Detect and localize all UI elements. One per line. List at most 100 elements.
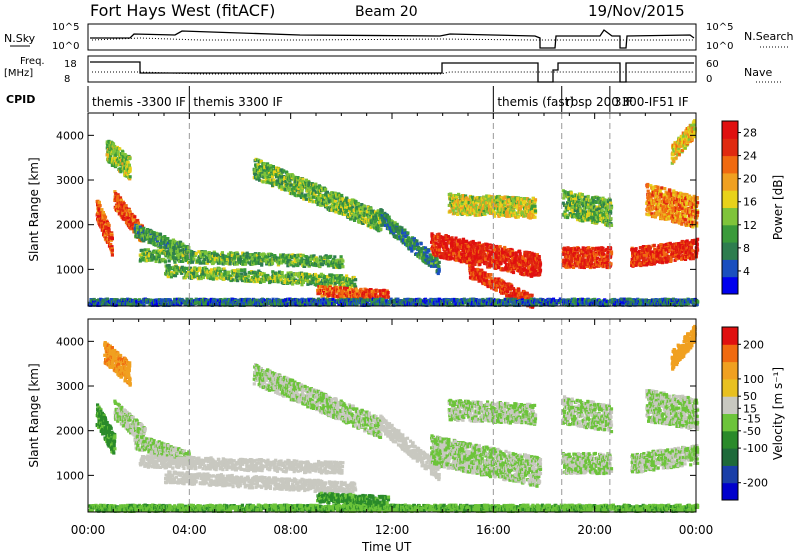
data-cell [118, 167, 123, 171]
data-cell [97, 200, 101, 204]
data-cell [162, 240, 166, 245]
data-cell [341, 265, 345, 269]
data-cell [329, 254, 333, 258]
data-cell [102, 218, 106, 222]
data-cell [132, 218, 136, 222]
data-cell [149, 236, 153, 240]
nave-tick-bottom: 0 [706, 74, 712, 85]
cpid-segment-label: rbsp 200 IF [566, 95, 633, 109]
noise-search-line [91, 37, 694, 41]
data-cell [113, 148, 117, 152]
data-cell [155, 232, 160, 236]
data-cell [489, 273, 493, 277]
data-cell [140, 248, 144, 252]
data-cell [145, 258, 150, 262]
data-cell [406, 231, 410, 235]
data-cell [160, 245, 164, 249]
nave-line [92, 71, 694, 75]
data-cell [110, 163, 114, 167]
data-cell [123, 217, 127, 222]
data-cell [99, 221, 103, 225]
data-cell [168, 246, 172, 251]
data-cell [152, 231, 156, 235]
data-cell [126, 161, 130, 165]
data-cell [324, 187, 328, 191]
data-cell [159, 251, 163, 255]
data-cell [538, 262, 543, 266]
data-cell [173, 249, 177, 253]
data-cell [158, 245, 163, 249]
data-cell [110, 253, 114, 257]
data-cell [126, 173, 130, 177]
data-cell [173, 251, 177, 255]
data-cell [146, 252, 150, 256]
data-cell [115, 198, 119, 202]
data-cell [167, 241, 171, 245]
freq-strip-frame [87, 55, 697, 83]
data-cell [106, 143, 110, 147]
data-cell [152, 239, 156, 243]
data-cell [127, 163, 131, 167]
data-cell [339, 286, 343, 290]
data-cell [107, 139, 111, 143]
data-cell [128, 166, 132, 170]
data-cell [98, 204, 102, 208]
band-power [252, 157, 383, 233]
data-cell [117, 162, 121, 167]
data-cell [128, 156, 132, 160]
data-cell [124, 158, 128, 162]
data-cell [146, 248, 150, 252]
noise-search-label: N.Search [744, 30, 794, 43]
data-cell [228, 262, 232, 266]
data-cell [309, 257, 313, 261]
data-cell [456, 212, 460, 216]
data-cell [145, 237, 149, 241]
data-cell [209, 268, 214, 272]
data-cell [113, 205, 117, 209]
data-cell [437, 260, 441, 264]
data-cell [419, 242, 423, 246]
data-cell [227, 270, 231, 274]
data-cell [145, 255, 149, 259]
data-cell [128, 210, 132, 214]
data-cell [102, 230, 106, 234]
band-power [447, 192, 538, 220]
band-power [138, 248, 345, 270]
data-cell [246, 274, 250, 278]
data-cell [97, 208, 101, 212]
data-cell [99, 218, 104, 223]
data-cell [112, 158, 116, 162]
cpid-segment-label: themis 3300 IF [193, 95, 283, 109]
beam-label: Beam 20 [355, 4, 418, 20]
data-cell [240, 268, 244, 272]
data-cell [511, 270, 516, 275]
data-cell [116, 209, 120, 213]
data-cell [339, 255, 343, 259]
data-cell [101, 211, 105, 215]
data-cell [138, 225, 142, 229]
data-cell [111, 142, 116, 146]
data-cell [127, 221, 131, 225]
data-cell [109, 153, 113, 157]
data-cell [116, 193, 120, 197]
freq-label-line2: [MHz] [4, 68, 33, 79]
data-cell [155, 241, 159, 245]
data-cell [103, 227, 107, 232]
data-cell [260, 263, 264, 267]
data-cell [103, 232, 107, 236]
data-cell [113, 144, 117, 149]
freq-tick-top: 18 [64, 59, 77, 70]
data-cell [173, 260, 177, 264]
data-cell [109, 157, 113, 161]
cpid-segment-label: 3300-IF51 IF [614, 95, 689, 109]
data-cell [105, 146, 109, 150]
data-cell [146, 228, 150, 232]
data-cell [107, 223, 111, 227]
data-cell [124, 204, 128, 208]
data-cell [325, 190, 329, 194]
data-cell [140, 255, 144, 260]
data-cell [107, 228, 111, 232]
data-cell [165, 252, 169, 256]
